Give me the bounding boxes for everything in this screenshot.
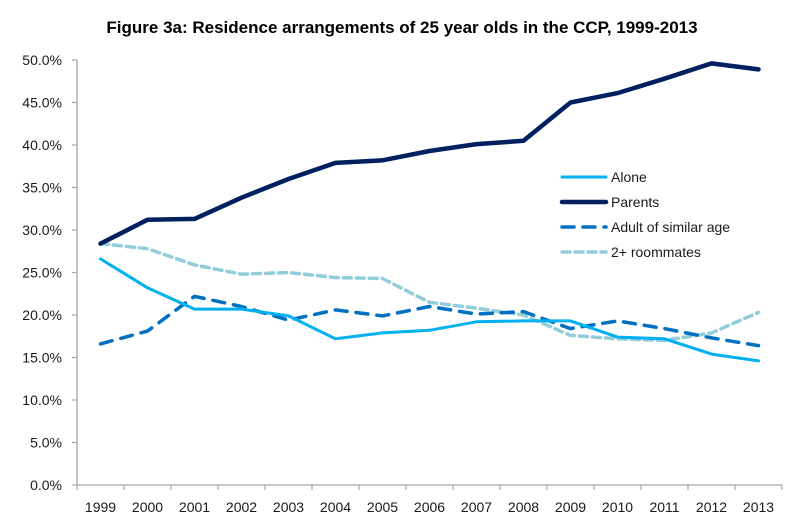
x-tick-label: 2003 [273, 499, 304, 515]
y-tick-label: 25.0% [22, 265, 62, 281]
legend-item-adult-of-similar-age: Adult of similar age [560, 219, 730, 235]
x-tick-label: 2008 [508, 499, 539, 515]
x-tick-label: 2006 [414, 499, 445, 515]
x-tick-label: 2002 [226, 499, 257, 515]
chart-title: Figure 3a: Residence arrangements of 25 … [106, 18, 697, 37]
series-line-parents [98, 61, 761, 246]
y-tick-label: 10.0% [22, 392, 62, 408]
x-tick-label: 2001 [179, 499, 210, 515]
axes: 0.0% 5.0% 10.0% 15.0% 20.0% 25.0% 30.0% 35.0% 40… [22, 52, 783, 515]
legend-item-parents: Parents [559, 194, 659, 210]
y-tick-label: 50.0% [22, 52, 62, 68]
x-tick-label: 2009 [555, 499, 586, 515]
y-tick-label: 45.0% [22, 95, 62, 111]
x-tick-label: 2004 [320, 499, 351, 515]
legend-item-2-roommates: 2+ roommates [560, 244, 701, 260]
legend-item-alone: Alone [560, 169, 647, 185]
legend-label: Parents [611, 194, 659, 210]
x-tick-label: 2010 [602, 499, 633, 515]
y-tick-label: 35.0% [22, 180, 62, 196]
legend-label: 2+ roommates [611, 244, 701, 260]
legend-label: Adult of similar age [611, 219, 730, 235]
x-tick-label: 2005 [367, 499, 398, 515]
series-line-alone [99, 257, 760, 363]
y-tick-label: 30.0% [22, 222, 62, 238]
series-line-adult-of-similar-age [98, 294, 761, 348]
series-line-2-roommates [98, 241, 761, 343]
x-tick-label: 2007 [461, 499, 492, 515]
x-tick-label: 2000 [132, 499, 163, 515]
y-tick-label: 5.0% [30, 435, 62, 451]
y-tick-label: 15.0% [22, 350, 62, 366]
x-tick-label: 2011 [649, 499, 679, 515]
y-tick-label: 20.0% [22, 307, 62, 323]
series-group [98, 61, 761, 363]
x-tick-label: 1999 [85, 499, 116, 515]
legend-label: Alone [611, 169, 647, 185]
x-tick-label: 2013 [743, 499, 774, 515]
y-tick-label: 0.0% [30, 477, 62, 493]
legend: Alone Parents Adult of similar age 2+ roomm… [559, 169, 730, 260]
x-tick-label: 2012 [696, 499, 727, 515]
y-tick-label: 40.0% [22, 137, 62, 153]
